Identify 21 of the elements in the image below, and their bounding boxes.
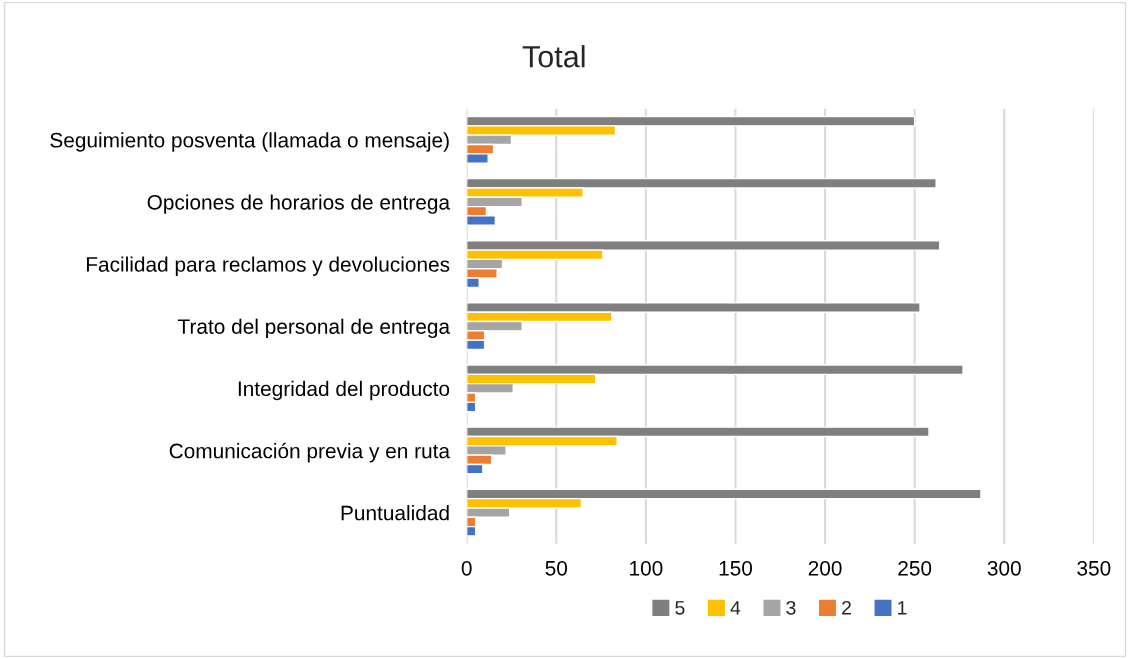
legend-label: 3 (786, 600, 796, 615)
x-tick-label: 0 (461, 560, 472, 576)
y-tick-label: Integridad del producto (238, 380, 450, 401)
y-tick-label: Comunicación previa y en ruta (169, 442, 451, 463)
y-tick-label: Trato del personal de entrega (177, 318, 451, 339)
legend-label: 4 (730, 601, 741, 615)
y-tick-label: Opciones de horarios de entrega (147, 194, 451, 214)
chart-title: Total (522, 45, 585, 68)
legend-label: 2 (842, 600, 851, 615)
legend-label: 1 (898, 601, 907, 615)
y-tick-label: Puntualidad (341, 505, 449, 521)
x-tick-label: 150 (719, 560, 753, 576)
x-tick-label: 300 (987, 560, 1021, 576)
x-tick-label: 350 (1077, 560, 1111, 576)
x-tick-label: 100 (630, 560, 663, 576)
y-tick-label: Seguimiento posventa (llamada o mensaje) (50, 132, 449, 152)
x-tick-label: 200 (808, 560, 842, 576)
y-tick-label: Facilidad para reclamos y devoluciones (86, 256, 450, 276)
x-tick-label: 50 (545, 560, 568, 576)
x-tick-label: 250 (898, 560, 932, 576)
legend-label: 5 (675, 601, 685, 615)
